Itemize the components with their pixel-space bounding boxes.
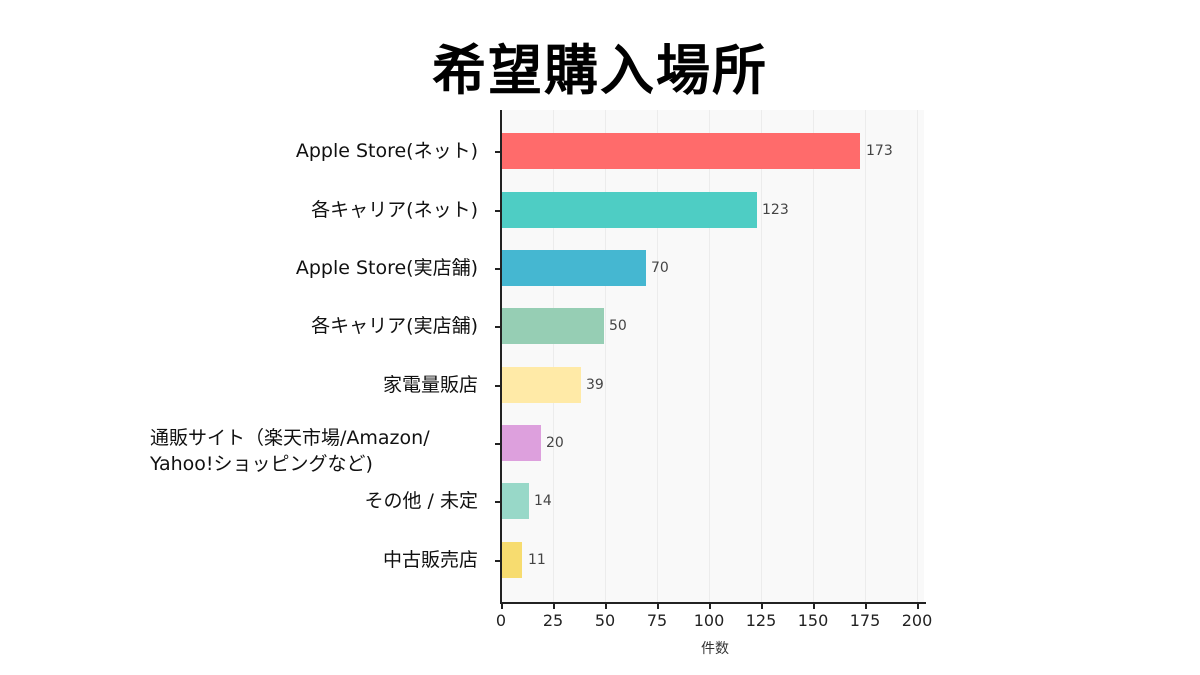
category-label: その他 / 未定 [364,490,478,512]
x-tick-label: 175 [849,611,881,630]
y-tick [495,443,501,445]
y-tick [495,210,501,212]
x-axis-title: 件数 [701,641,729,657]
category-label: Yahoo!ショッピングなど) [150,453,373,475]
x-axis [500,602,926,604]
y-axis [500,110,502,604]
x-tick-label: 200 [901,611,933,630]
x-tick [761,604,763,609]
bar-other-undecided [502,483,529,519]
gridline [553,110,554,603]
x-tick [709,604,711,609]
value-label: 11 [528,552,546,568]
x-tick-label: 125 [745,611,777,630]
value-label: 20 [546,435,564,451]
x-tick [813,604,815,609]
x-tick-label: 0 [495,611,507,630]
x-tick [501,604,503,609]
gridline [605,110,606,603]
value-label: 70 [651,260,669,276]
category-label: Apple Store(実店舗) [295,257,478,279]
y-tick [495,326,501,328]
bar-carrier-online [502,192,757,228]
category-label: 各キャリア(ネット) [311,199,478,221]
plot-area [501,110,924,603]
value-label: 39 [586,377,604,393]
x-tick [605,604,607,609]
category-label: 各キャリア(実店舗) [311,315,478,337]
gridline [657,110,658,603]
gridline [761,110,762,603]
x-tick-label: 150 [797,611,829,630]
y-tick [495,268,501,270]
value-label: 173 [866,143,893,159]
bar-electronics-store [502,367,581,403]
y-tick [495,501,501,503]
y-tick [495,151,501,153]
gridline [917,110,918,603]
category-label: 中古販売店 [382,549,478,571]
x-tick [657,604,659,609]
x-tick-label: 25 [542,611,564,630]
gridline [865,110,866,603]
x-tick-label: 75 [646,611,668,630]
category-label: 通販サイト（楽天市場/Amazon/ [150,427,430,449]
bar-used-store [502,542,522,578]
category-label: Apple Store(ネット) [295,140,478,162]
y-tick [495,560,501,562]
x-tick-label: 100 [693,611,725,630]
x-tick [865,604,867,609]
value-label: 14 [534,493,552,509]
x-tick-label: 50 [594,611,616,630]
value-label: 123 [762,202,789,218]
chart-title: 希望購入場所 [432,39,768,102]
x-tick [917,604,919,609]
bar-carrier-retail [502,308,604,344]
y-tick [495,385,501,387]
category-label: 家電量販店 [382,374,478,396]
gridline [709,110,710,603]
bar-apple-store-retail [502,250,646,286]
bar-online-shopping [502,425,541,461]
x-tick [553,604,555,609]
value-label: 50 [609,318,627,334]
gridline [813,110,814,603]
bar-apple-store-online [502,133,860,169]
